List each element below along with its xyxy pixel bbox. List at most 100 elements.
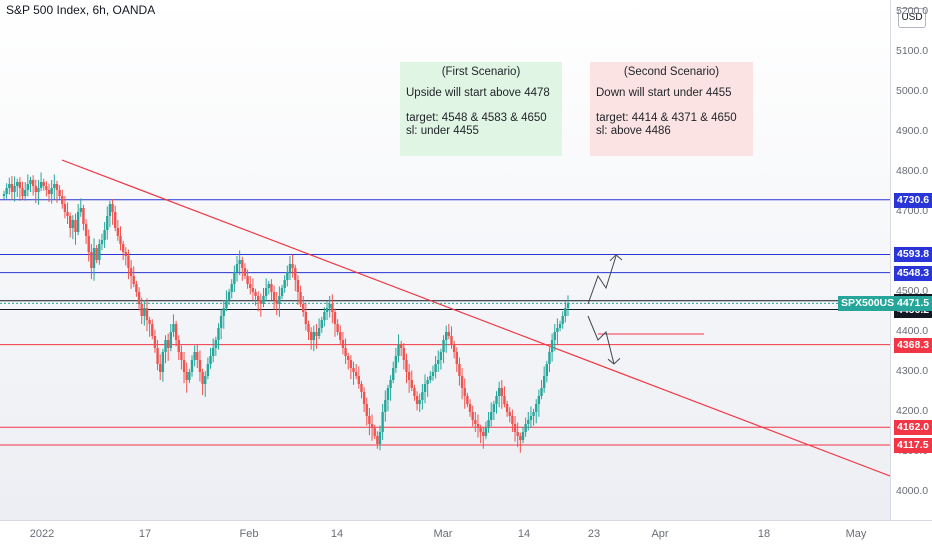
candle-body	[532, 412, 535, 416]
candle-body	[153, 336, 157, 348]
candle-body	[384, 400, 387, 412]
candle-body	[161, 352, 165, 372]
candle-body	[331, 304, 334, 312]
candle-body	[527, 420, 530, 424]
candle-body	[370, 424, 374, 428]
y-tick-label: 5000.0	[896, 85, 929, 97]
candle-body	[299, 292, 302, 304]
candle-body	[76, 212, 80, 232]
candle-body	[479, 428, 482, 432]
candle-body	[399, 344, 403, 348]
x-tick-label: 18	[757, 528, 771, 540]
candle-body	[8, 184, 11, 188]
x-tick-label: 17	[138, 528, 152, 540]
candle-body	[164, 340, 167, 352]
candle-body	[392, 368, 395, 380]
candle-body	[429, 376, 432, 380]
candle-body	[2, 194, 6, 196]
x-tick-label: Feb	[239, 528, 259, 540]
candle-body	[484, 428, 488, 436]
candle-body	[458, 364, 461, 376]
candle-body	[439, 352, 443, 360]
candle-body	[558, 324, 562, 328]
candle-body	[259, 300, 263, 304]
candle-body	[21, 188, 24, 196]
candle-body	[307, 324, 310, 332]
candle-body	[500, 388, 504, 396]
candle-body	[87, 236, 90, 252]
candle-body	[10, 184, 14, 192]
first-scenario-note[interactable]: (First Scenario) Upside will start above…	[400, 62, 562, 156]
candle-body	[103, 230, 106, 240]
candle-body	[71, 220, 75, 228]
candle-body	[230, 284, 233, 292]
price-tag-4117.5: 4117.5	[894, 438, 932, 453]
price-tag-4593.8: 4593.8	[894, 247, 932, 263]
candle-body	[524, 424, 527, 432]
candle-body	[410, 380, 413, 388]
candle-body	[95, 248, 98, 260]
candle-body	[278, 296, 281, 304]
y-tick-label: 4800.0	[896, 165, 929, 177]
upside-projection-arrow	[587, 255, 617, 305]
candle-body	[362, 392, 366, 404]
second-scenario-heading: (Second Scenario)	[623, 66, 720, 78]
candle-body	[341, 340, 345, 348]
second-scenario-note[interactable]: (Second Scenario) Down will start under …	[590, 62, 753, 156]
candle-body	[31, 180, 35, 186]
candle-body	[442, 340, 445, 352]
candle-body	[460, 376, 464, 388]
candle-body	[312, 332, 316, 340]
candle-body	[121, 244, 125, 252]
candle-body	[492, 404, 496, 412]
candle-body	[100, 240, 104, 244]
candle-body	[174, 324, 178, 340]
candle-body	[537, 396, 541, 404]
downside-arrowhead	[607, 358, 621, 365]
x-tick-label: 23	[587, 528, 601, 540]
second-scenario-line1: Down will start under 4455	[596, 87, 732, 99]
candle-body	[434, 364, 437, 372]
candle-body	[407, 372, 411, 380]
candle-body	[119, 236, 122, 244]
candle-body	[535, 404, 538, 412]
candle-body	[166, 340, 170, 348]
candle-body	[511, 416, 514, 424]
candle-body	[211, 348, 215, 356]
candle-body	[548, 352, 551, 364]
upside-arrowhead	[609, 254, 623, 262]
candle-body	[132, 276, 135, 284]
candle-body	[148, 320, 151, 324]
currency-button[interactable]: USD	[898, 8, 926, 28]
candle-body	[495, 396, 498, 404]
candle-body	[280, 288, 284, 296]
candle-body	[82, 208, 85, 224]
candle-body	[540, 388, 543, 396]
candle-body	[431, 372, 435, 376]
candle-body	[452, 344, 456, 352]
candle-body	[39, 182, 43, 188]
candle-body	[137, 292, 141, 304]
candle-body	[172, 324, 175, 332]
candle-body	[151, 324, 154, 336]
candle-body	[545, 364, 549, 376]
candle-body	[421, 392, 424, 400]
candle-body	[291, 264, 294, 268]
y-tick-label: 4700.0	[896, 205, 929, 217]
candle-body	[556, 328, 559, 332]
candle-body	[45, 186, 48, 190]
candle-body	[471, 412, 474, 420]
candle-body	[476, 424, 480, 428]
candle-body	[61, 196, 64, 204]
candle-body	[365, 404, 368, 416]
x-tick-label: 14	[517, 528, 531, 540]
candle-body	[402, 348, 406, 360]
candle-body	[106, 216, 109, 230]
candle-body	[513, 424, 517, 432]
candle-body	[381, 412, 384, 432]
candle-body	[26, 184, 30, 190]
y-tick-label: 5100.0	[896, 45, 929, 57]
time-axis[interactable]	[0, 520, 932, 551]
candle-body	[13, 186, 16, 192]
first-scenario-line1: Upside will start above 4478	[406, 87, 550, 99]
